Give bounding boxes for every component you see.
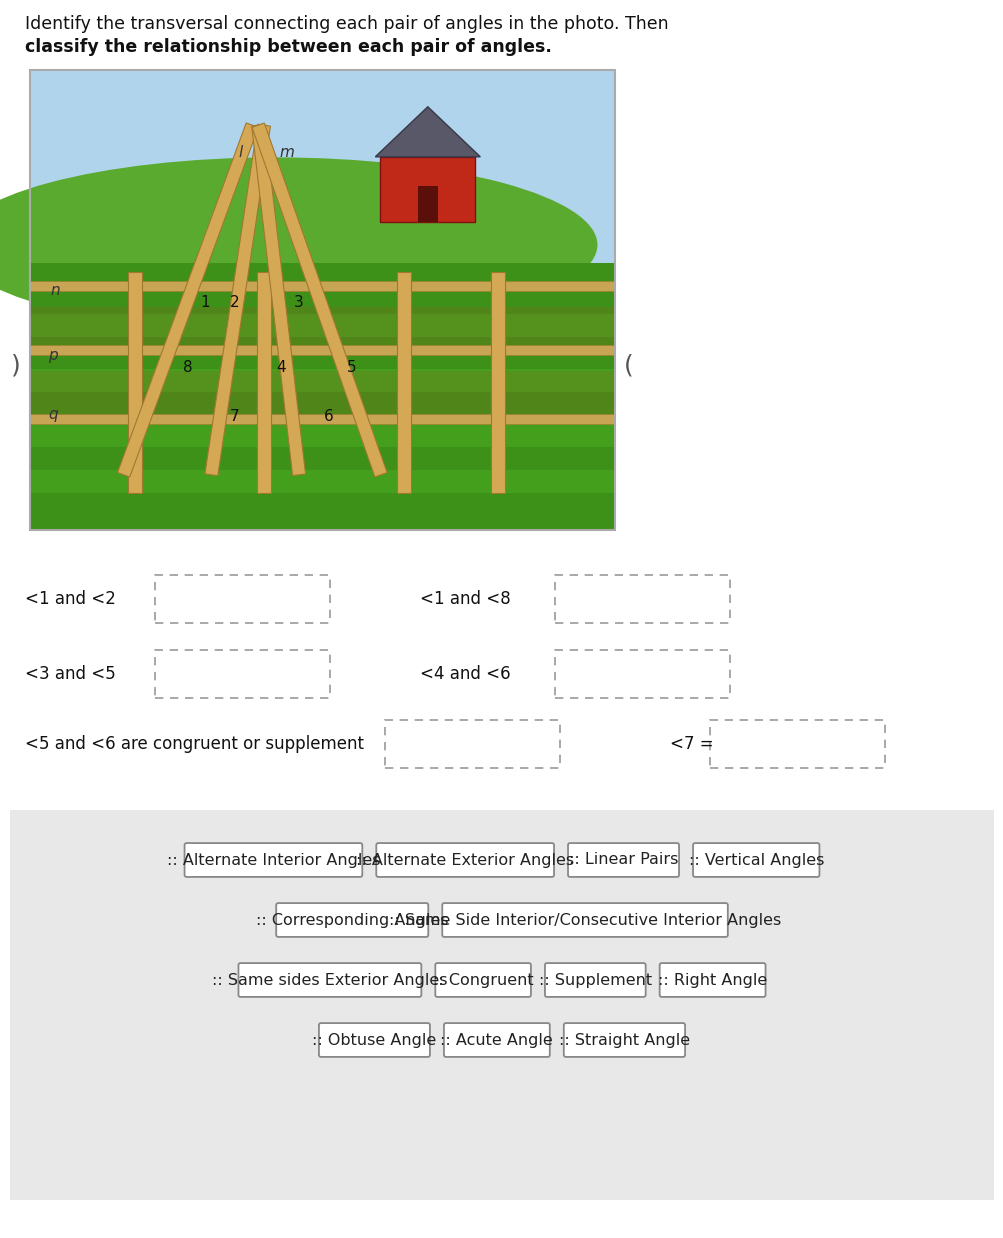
Text: <5 and <6 are congruent or supplement: <5 and <6 are congruent or supplement <box>25 735 364 753</box>
Ellipse shape <box>0 157 597 332</box>
Text: <1 and <2: <1 and <2 <box>25 591 115 608</box>
Bar <box>257 272 271 493</box>
Text: ): ) <box>11 353 21 378</box>
FancyBboxPatch shape <box>564 1023 684 1057</box>
Bar <box>30 264 615 530</box>
FancyBboxPatch shape <box>545 963 645 997</box>
Text: :: Same sides Exterior Angles: :: Same sides Exterior Angles <box>212 973 447 988</box>
FancyBboxPatch shape <box>443 1023 550 1057</box>
Text: n: n <box>50 284 59 298</box>
Bar <box>30 425 615 447</box>
Text: :: Same Side Interior/Consecutive Interior Angles: :: Same Side Interior/Consecutive Interi… <box>388 912 780 927</box>
Text: 7: 7 <box>230 409 240 423</box>
Text: m: m <box>280 145 295 160</box>
Bar <box>30 369 615 392</box>
Bar <box>30 313 615 337</box>
Bar <box>30 470 615 493</box>
Text: :: Obtuse Angle: :: Obtuse Angle <box>312 1032 436 1047</box>
Bar <box>30 281 615 291</box>
Bar <box>30 371 615 417</box>
FancyBboxPatch shape <box>659 963 764 997</box>
Text: <7 =: <7 = <box>669 735 713 753</box>
Text: 8: 8 <box>183 360 193 375</box>
Bar <box>30 71 615 530</box>
Text: <3 and <5: <3 and <5 <box>25 665 115 683</box>
FancyBboxPatch shape <box>319 1023 429 1057</box>
Text: classify the relationship between each pair of angles.: classify the relationship between each p… <box>25 38 552 56</box>
Text: :: Alternate Exterior Angles: :: Alternate Exterior Angles <box>356 853 574 868</box>
FancyBboxPatch shape <box>239 963 421 997</box>
FancyBboxPatch shape <box>185 843 362 877</box>
Text: :: Supplement: :: Supplement <box>539 973 651 988</box>
Polygon shape <box>375 106 479 157</box>
Bar <box>30 415 615 425</box>
Text: :: Congruent: :: Congruent <box>432 973 533 988</box>
Bar <box>397 272 411 493</box>
Text: <4 and <6: <4 and <6 <box>419 665 511 683</box>
Text: :: Acute Angle: :: Acute Angle <box>440 1032 553 1047</box>
FancyBboxPatch shape <box>276 903 428 937</box>
Text: 2: 2 <box>230 296 240 311</box>
Text: :: Alternate Interior Angles: :: Alternate Interior Angles <box>166 853 380 868</box>
Text: q: q <box>48 407 57 422</box>
Bar <box>128 272 142 493</box>
Text: Identify the transversal connecting each pair of angles in the photo. Then: Identify the transversal connecting each… <box>25 15 668 33</box>
Text: :: Right Angle: :: Right Angle <box>657 973 766 988</box>
Text: p: p <box>48 348 57 363</box>
Text: :: Linear Pairs: :: Linear Pairs <box>569 853 678 868</box>
Text: :: Vertical Angles: :: Vertical Angles <box>688 853 823 868</box>
Text: 3: 3 <box>294 296 304 311</box>
Bar <box>30 71 615 291</box>
Text: (: ( <box>624 353 633 378</box>
FancyBboxPatch shape <box>435 963 531 997</box>
Text: l: l <box>239 145 243 160</box>
Polygon shape <box>205 124 270 475</box>
Polygon shape <box>252 125 305 475</box>
FancyBboxPatch shape <box>568 843 678 877</box>
Text: :: Straight Angle: :: Straight Angle <box>559 1032 689 1047</box>
Text: 5: 5 <box>347 360 356 375</box>
Bar <box>10 810 993 1200</box>
FancyBboxPatch shape <box>442 903 727 937</box>
Text: <1 and <8: <1 and <8 <box>419 591 511 608</box>
Text: 1: 1 <box>201 296 210 311</box>
Bar <box>417 186 437 222</box>
Polygon shape <box>252 123 387 477</box>
Text: 6: 6 <box>323 409 333 423</box>
Bar <box>490 272 505 493</box>
Bar <box>30 307 615 353</box>
Text: :: Corresponding Angles: :: Corresponding Angles <box>256 912 448 927</box>
FancyBboxPatch shape <box>376 843 554 877</box>
Bar <box>380 157 474 222</box>
Bar <box>30 345 615 355</box>
Polygon shape <box>117 123 258 477</box>
FancyBboxPatch shape <box>692 843 818 877</box>
Text: 4: 4 <box>277 360 286 375</box>
